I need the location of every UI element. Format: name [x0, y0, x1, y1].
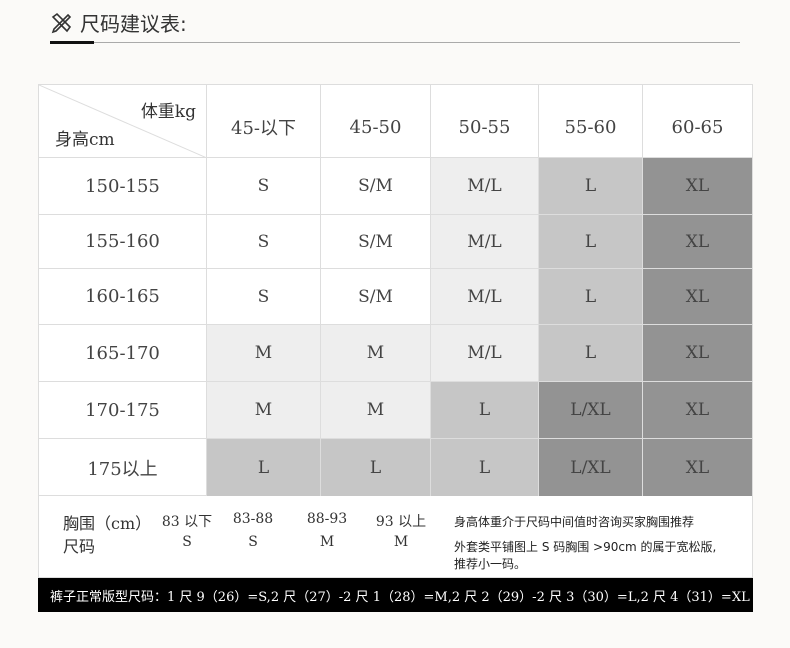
size-cell: S/M	[321, 158, 431, 215]
size-cell: L/XL	[539, 382, 643, 439]
size-cell: L	[539, 215, 643, 269]
chest-size: M	[393, 534, 409, 550]
size-cell: S/M	[321, 269, 431, 325]
size-cell: XL	[643, 325, 753, 382]
chest-range: 88-93	[306, 511, 348, 527]
title-divider	[50, 42, 740, 43]
pants-size-text: 裤子正常版型尺码：1 尺 9（26）=S,2 尺（27）-2 尺 1（28）=M…	[50, 589, 750, 605]
chest-size: S	[182, 534, 192, 550]
chest-label: 胸围（cm）	[63, 514, 152, 533]
chest-note-2: 外套类平铺图上 S 码胸围 >90cm 的属于宽松版,	[454, 540, 717, 554]
weight-column-header: 50-55	[431, 85, 539, 158]
size-cell: M/L	[431, 158, 539, 215]
chest-note-3: 推荐小一码。	[454, 557, 527, 571]
size-cell: M	[207, 325, 321, 382]
weight-column-header: 55-60	[539, 85, 643, 158]
size-table: 体重kg 身高cm 45-以下 45-50 50-55 55-60 60-65 150-1…	[38, 84, 753, 497]
size-cell: S	[207, 158, 321, 215]
size-cell: L	[539, 158, 643, 215]
chest-size: M	[319, 534, 335, 550]
size-cell: S	[207, 215, 321, 269]
title-divider-accent	[50, 41, 94, 44]
size-cell: L/XL	[539, 439, 643, 497]
size-cell: L	[431, 439, 539, 497]
chest-size: S	[248, 534, 258, 550]
height-row-header: 165-170	[39, 325, 207, 382]
size-cell: M/L	[431, 269, 539, 325]
size-cell: S	[207, 269, 321, 325]
size-cell: L	[431, 382, 539, 439]
chest-note-1: 身高体重介于尺码中间值时咨询买家胸围推荐	[454, 515, 695, 529]
ruler-pencil-icon	[51, 12, 72, 33]
weight-column-header: 45-以下	[207, 85, 321, 158]
chest-range: 83-88	[232, 511, 274, 527]
size-cell: S/M	[321, 215, 431, 269]
size-cell: M	[321, 325, 431, 382]
height-axis-label: 身高cm	[55, 130, 115, 150]
chest-range: 93 以上	[375, 514, 427, 530]
table-corner-header: 体重kg 身高cm	[39, 85, 207, 158]
size-cell: L	[539, 325, 643, 382]
size-cell: L	[539, 269, 643, 325]
weight-axis-label: 体重kg	[140, 102, 196, 122]
pants-size-bar: 裤子正常版型尺码：1 尺 9（26）=S,2 尺（27）-2 尺 1（28）=M…	[38, 578, 753, 612]
size-cell: XL	[643, 215, 753, 269]
size-cell: M/L	[431, 215, 539, 269]
height-row-header: 150-155	[39, 158, 207, 215]
height-row-header: 155-160	[39, 215, 207, 269]
chest-size-section: 胸围（cm） 尺码 83 以下 S 83-88 S 88-93 M 93 以上 M 身高体重介…	[38, 496, 753, 578]
size-cell: XL	[643, 439, 753, 497]
height-row-header: 170-175	[39, 382, 207, 439]
weight-column-header: 60-65	[643, 85, 753, 158]
size-cell: M	[321, 382, 431, 439]
chest-range: 83 以下	[161, 514, 213, 530]
height-row-header: 160-165	[39, 269, 207, 325]
section-title: 尺码建议表:	[50, 8, 187, 37]
size-cell: L	[207, 439, 321, 497]
height-row-header: 175以上	[39, 439, 207, 497]
chest-size-label: 尺码	[63, 537, 96, 556]
weight-column-header: 45-50	[321, 85, 431, 158]
size-cell: M	[207, 382, 321, 439]
size-cell: L	[321, 439, 431, 497]
size-cell: XL	[643, 158, 753, 215]
size-cell: M/L	[431, 325, 539, 382]
size-cell: XL	[643, 382, 753, 439]
size-cell: XL	[643, 269, 753, 325]
title-text: 尺码建议表:	[80, 12, 187, 36]
